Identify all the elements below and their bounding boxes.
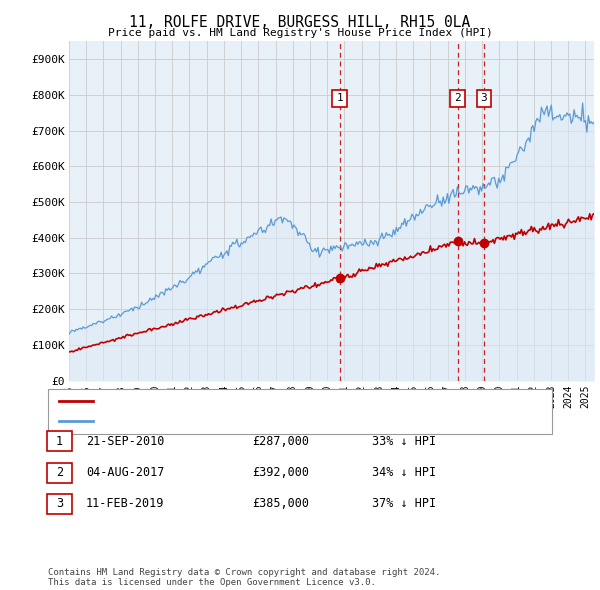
Text: Contains HM Land Registry data © Crown copyright and database right 2024.
This d: Contains HM Land Registry data © Crown c… — [48, 568, 440, 587]
Text: 2: 2 — [454, 93, 461, 103]
Text: 11-FEB-2019: 11-FEB-2019 — [86, 497, 164, 510]
Text: 2: 2 — [56, 466, 63, 479]
Text: 33% ↓ HPI: 33% ↓ HPI — [372, 435, 436, 448]
Text: 11, ROLFE DRIVE, BURGESS HILL, RH15 0LA (detached house): 11, ROLFE DRIVE, BURGESS HILL, RH15 0LA … — [102, 396, 452, 406]
Text: 04-AUG-2017: 04-AUG-2017 — [86, 466, 164, 479]
Text: HPI: Average price, detached house, Mid Sussex: HPI: Average price, detached house, Mid … — [102, 416, 389, 425]
Text: 3: 3 — [481, 93, 487, 103]
Text: 1: 1 — [336, 93, 343, 103]
Text: 21-SEP-2010: 21-SEP-2010 — [86, 435, 164, 448]
Text: 3: 3 — [56, 497, 63, 510]
Text: £392,000: £392,000 — [252, 466, 309, 479]
Text: £385,000: £385,000 — [252, 497, 309, 510]
Text: 34% ↓ HPI: 34% ↓ HPI — [372, 466, 436, 479]
Text: Price paid vs. HM Land Registry's House Price Index (HPI): Price paid vs. HM Land Registry's House … — [107, 28, 493, 38]
Text: 37% ↓ HPI: 37% ↓ HPI — [372, 497, 436, 510]
Text: £287,000: £287,000 — [252, 435, 309, 448]
Text: 1: 1 — [56, 435, 63, 448]
Text: 11, ROLFE DRIVE, BURGESS HILL, RH15 0LA: 11, ROLFE DRIVE, BURGESS HILL, RH15 0LA — [130, 15, 470, 30]
